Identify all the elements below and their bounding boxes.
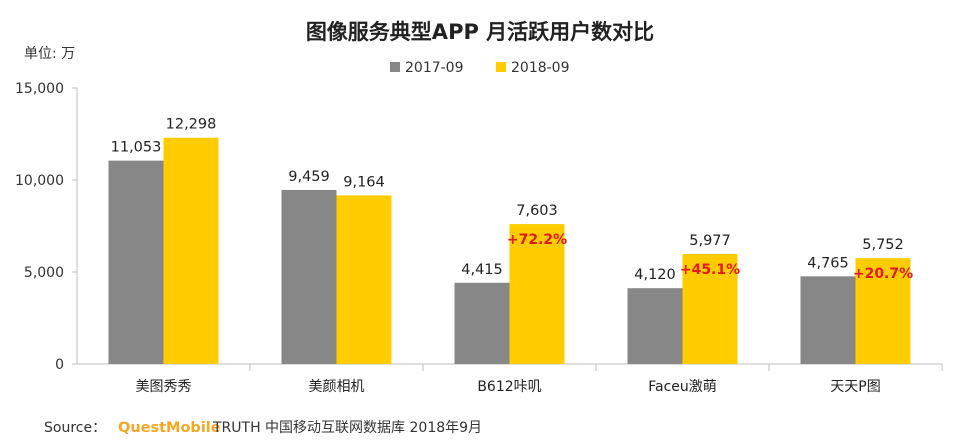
bar-2018-09 bbox=[682, 254, 738, 364]
bar-2017-09 bbox=[627, 288, 683, 364]
category-label: Faceu激萌 bbox=[648, 378, 717, 395]
category-label: 天天P图 bbox=[830, 379, 880, 395]
legend-label-2017: 2017-09 bbox=[405, 60, 464, 76]
bar-2018-09 bbox=[163, 137, 219, 364]
category-label: B612咔叽 bbox=[477, 379, 541, 395]
data-label: 12,298 bbox=[166, 117, 217, 133]
bar-2018-09 bbox=[336, 195, 392, 364]
legend-label-2018: 2018-09 bbox=[511, 60, 570, 76]
data-label: 4,765 bbox=[807, 255, 849, 271]
data-label: 5,977 bbox=[689, 233, 731, 249]
bar-2017-09 bbox=[108, 160, 164, 364]
legend-swatch-2018 bbox=[496, 62, 506, 72]
y-tick-label: 10,000 bbox=[15, 173, 64, 189]
y-tick-label: 15,000 bbox=[15, 81, 64, 97]
unit-label: 单位: 万 bbox=[24, 46, 75, 62]
growth-label: +45.1% bbox=[680, 262, 740, 278]
chart-title: 图像服务典型APP 月活跃用户数对比 bbox=[306, 20, 654, 44]
data-label: 7,603 bbox=[516, 203, 558, 219]
category-label: 美颜相机 bbox=[309, 379, 365, 395]
legend-swatch-2017 bbox=[390, 62, 400, 72]
data-label: 4,415 bbox=[461, 262, 503, 278]
bar-2018-09 bbox=[509, 224, 565, 364]
bar-2017-09 bbox=[800, 276, 856, 364]
source-brand: QuestMobile bbox=[118, 420, 221, 436]
y-tick-label: 0 bbox=[55, 357, 64, 373]
category-label: 美图秀秀 bbox=[136, 379, 192, 395]
data-label: 9,164 bbox=[343, 174, 385, 190]
data-label: 9,459 bbox=[288, 169, 330, 185]
data-label: 4,120 bbox=[634, 267, 676, 283]
y-tick-label: 5,000 bbox=[24, 265, 64, 281]
source-text: TRUTH 中国移动互联网数据库 2018年9月 bbox=[212, 420, 482, 436]
source-prefix: Source： bbox=[44, 420, 106, 436]
bar-2017-09 bbox=[281, 189, 337, 364]
axes: 0 5,000 10,000 15,000 美图秀秀 美颜相机 B612咔叽 Faceu激萌 天… bbox=[15, 81, 943, 395]
bar-2017-09 bbox=[454, 282, 510, 364]
data-label: 5,752 bbox=[862, 237, 904, 253]
legend: 2017-09 2018-09 bbox=[390, 60, 570, 76]
data-label: 11,053 bbox=[111, 140, 162, 156]
source-note: Source： QuestMobile TRUTH 中国移动互联网数据库 201… bbox=[44, 420, 482, 436]
bar-2018-09 bbox=[855, 258, 911, 364]
growth-label: +72.2% bbox=[507, 232, 567, 248]
growth-label: +20.7% bbox=[853, 266, 913, 282]
